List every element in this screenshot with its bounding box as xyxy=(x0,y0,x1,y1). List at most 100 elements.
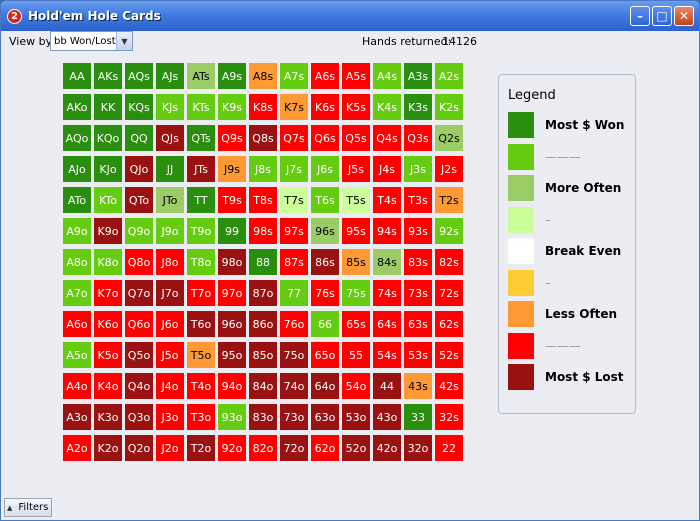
hand-cell[interactable]: Q5s xyxy=(342,125,370,151)
hand-cell[interactable]: T2o xyxy=(187,435,215,461)
hand-cell[interactable]: Q3s xyxy=(404,125,432,151)
maximize-button[interactable]: □ xyxy=(652,6,672,26)
hand-cell[interactable]: JTo xyxy=(156,187,184,213)
hand-cell[interactable]: A5o xyxy=(63,342,91,368)
hand-cell[interactable]: KJo xyxy=(94,156,122,182)
hand-cell[interactable]: K4s xyxy=(373,94,401,120)
hand-cell[interactable]: 54o xyxy=(342,373,370,399)
hand-cell[interactable]: K9s xyxy=(218,94,246,120)
hand-cell[interactable]: 64o xyxy=(311,373,339,399)
hand-cell[interactable]: 84s xyxy=(373,249,401,275)
hand-cell[interactable]: 64s xyxy=(373,311,401,337)
hand-cell[interactable]: 87s xyxy=(280,249,308,275)
hand-cell[interactable]: 92s xyxy=(435,218,463,244)
hand-cell[interactable]: 62s xyxy=(435,311,463,337)
hand-cell[interactable]: J5o xyxy=(156,342,184,368)
hand-cell[interactable]: 72o xyxy=(280,435,308,461)
hand-cell[interactable]: Q2o xyxy=(125,435,153,461)
hand-cell[interactable]: K3o xyxy=(94,404,122,430)
hand-cell[interactable]: 95o xyxy=(218,342,246,368)
hand-cell[interactable]: K4o xyxy=(94,373,122,399)
hand-cell[interactable]: 93s xyxy=(404,218,432,244)
hand-cell[interactable]: A7o xyxy=(63,280,91,306)
hand-cell[interactable]: KJs xyxy=(156,94,184,120)
hand-cell[interactable]: J8o xyxy=(156,249,184,275)
hand-cell[interactable]: 32o xyxy=(404,435,432,461)
hand-cell[interactable]: 75o xyxy=(280,342,308,368)
hand-cell[interactable]: Q4s xyxy=(373,125,401,151)
hand-cell[interactable]: Q5o xyxy=(125,342,153,368)
hand-cell[interactable]: J6o xyxy=(156,311,184,337)
hand-cell[interactable]: J7s xyxy=(280,156,308,182)
title-bar[interactable]: 2 Hold'em Hole Cards – □ ✕ xyxy=(1,1,699,31)
hand-cell[interactable]: 99 xyxy=(218,218,246,244)
hand-cell[interactable]: 96o xyxy=(218,311,246,337)
hand-cell[interactable]: 74s xyxy=(373,280,401,306)
hand-cell[interactable]: QJo xyxy=(125,156,153,182)
hand-cell[interactable]: 85s xyxy=(342,249,370,275)
hand-cell[interactable]: K6s xyxy=(311,94,339,120)
hand-cell[interactable]: 65o xyxy=(311,342,339,368)
hand-cell[interactable]: AKo xyxy=(63,94,91,120)
hand-cell[interactable]: KQs xyxy=(125,94,153,120)
hand-cell[interactable]: J4s xyxy=(373,156,401,182)
hand-cell[interactable]: 94o xyxy=(218,373,246,399)
hand-cell[interactable]: T6s xyxy=(311,187,339,213)
hand-cell[interactable]: QQ xyxy=(125,125,153,151)
hand-cell[interactable]: Q9s xyxy=(218,125,246,151)
hand-cell[interactable]: T8s xyxy=(249,187,277,213)
hand-cell[interactable]: K2s xyxy=(435,94,463,120)
hand-cell[interactable]: T4s xyxy=(373,187,401,213)
hand-cell[interactable]: T3o xyxy=(187,404,215,430)
hand-cell[interactable]: 83o xyxy=(249,404,277,430)
hand-cell[interactable]: ATo xyxy=(63,187,91,213)
hand-cell[interactable]: T9s xyxy=(218,187,246,213)
hand-cell[interactable]: 42s xyxy=(435,373,463,399)
hand-cell[interactable]: 62o xyxy=(311,435,339,461)
hand-cell[interactable]: KTo xyxy=(94,187,122,213)
viewby-dropdown[interactable]: bb Won/Lost ▼ xyxy=(50,31,133,51)
hand-cell[interactable]: K6o xyxy=(94,311,122,337)
hand-cell[interactable]: Q2s xyxy=(435,125,463,151)
hand-cell[interactable]: QJs xyxy=(156,125,184,151)
hand-cell[interactable]: 86s xyxy=(311,249,339,275)
hand-cell[interactable]: 77 xyxy=(280,280,308,306)
hand-cell[interactable]: 52s xyxy=(435,342,463,368)
hand-cell[interactable]: Q3o xyxy=(125,404,153,430)
hand-cell[interactable]: T6o xyxy=(187,311,215,337)
hand-cell[interactable]: T8o xyxy=(187,249,215,275)
hand-cell[interactable]: K3s xyxy=(404,94,432,120)
hand-cell[interactable]: Q6s xyxy=(311,125,339,151)
hand-cell[interactable]: 42o xyxy=(373,435,401,461)
hand-cell[interactable]: K9o xyxy=(94,218,122,244)
hand-cell[interactable]: Q7s xyxy=(280,125,308,151)
hand-cell[interactable]: J2o xyxy=(156,435,184,461)
hand-cell[interactable]: A3o xyxy=(63,404,91,430)
hand-cell[interactable]: A2s xyxy=(435,63,463,89)
hand-cell[interactable]: TT xyxy=(187,187,215,213)
hand-cell[interactable]: 44 xyxy=(373,373,401,399)
hand-cell[interactable]: 22 xyxy=(435,435,463,461)
hand-cell[interactable]: A4o xyxy=(63,373,91,399)
hand-cell[interactable]: 93o xyxy=(218,404,246,430)
hand-cell[interactable]: 53s xyxy=(404,342,432,368)
hand-cell[interactable]: 85o xyxy=(249,342,277,368)
minimize-button[interactable]: – xyxy=(630,6,650,26)
hand-cell[interactable]: AJo xyxy=(63,156,91,182)
hand-cell[interactable]: 52o xyxy=(342,435,370,461)
hand-cell[interactable]: A8o xyxy=(63,249,91,275)
hand-cell[interactable]: 76s xyxy=(311,280,339,306)
hand-cell[interactable]: K5s xyxy=(342,94,370,120)
close-button[interactable]: ✕ xyxy=(674,6,694,26)
hand-cell[interactable]: A6o xyxy=(63,311,91,337)
hand-cell[interactable]: A2o xyxy=(63,435,91,461)
hand-cell[interactable]: 55 xyxy=(342,342,370,368)
hand-cell[interactable]: Q8s xyxy=(249,125,277,151)
hand-cell[interactable]: 92o xyxy=(218,435,246,461)
hand-cell[interactable]: J6s xyxy=(311,156,339,182)
hand-cell[interactable]: 73s xyxy=(404,280,432,306)
hand-cell[interactable]: J9s xyxy=(218,156,246,182)
hand-cell[interactable]: ATs xyxy=(187,63,215,89)
hand-cell[interactable]: J5s xyxy=(342,156,370,182)
hand-cell[interactable]: A9o xyxy=(63,218,91,244)
